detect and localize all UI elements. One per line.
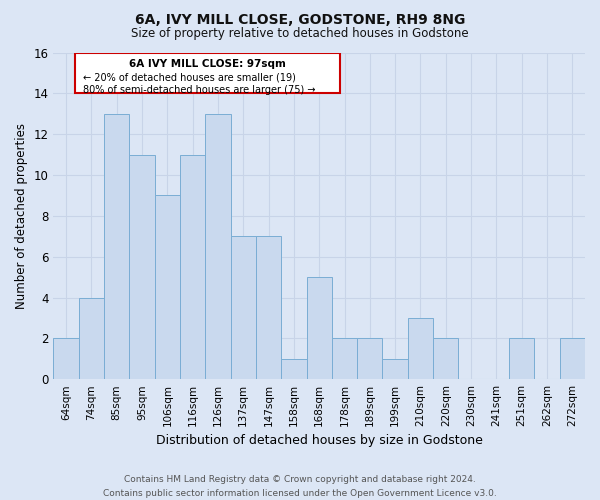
Bar	[408, 318, 433, 379]
Bar	[130, 154, 155, 379]
Bar	[357, 338, 382, 379]
Bar	[205, 114, 230, 379]
Bar	[332, 338, 357, 379]
Bar	[281, 359, 307, 379]
Text: 80% of semi-detached houses are larger (75) →: 80% of semi-detached houses are larger (…	[83, 85, 315, 95]
Bar	[307, 277, 332, 379]
Text: 6A, IVY MILL CLOSE, GODSTONE, RH9 8NG: 6A, IVY MILL CLOSE, GODSTONE, RH9 8NG	[135, 12, 465, 26]
FancyBboxPatch shape	[74, 52, 340, 94]
X-axis label: Distribution of detached houses by size in Godstone: Distribution of detached houses by size …	[156, 434, 482, 448]
Text: ← 20% of detached houses are smaller (19): ← 20% of detached houses are smaller (19…	[83, 72, 296, 82]
Y-axis label: Number of detached properties: Number of detached properties	[15, 123, 28, 309]
Bar	[104, 114, 130, 379]
Bar	[509, 338, 535, 379]
Bar	[382, 359, 408, 379]
Bar	[256, 236, 281, 379]
Text: Contains HM Land Registry data © Crown copyright and database right 2024.
Contai: Contains HM Land Registry data © Crown c…	[103, 476, 497, 498]
Text: 6A IVY MILL CLOSE: 97sqm: 6A IVY MILL CLOSE: 97sqm	[129, 58, 286, 68]
Bar	[53, 338, 79, 379]
Bar	[230, 236, 256, 379]
Text: Size of property relative to detached houses in Godstone: Size of property relative to detached ho…	[131, 26, 469, 40]
Bar	[433, 338, 458, 379]
Bar	[560, 338, 585, 379]
Bar	[180, 154, 205, 379]
Bar	[79, 298, 104, 379]
Bar	[155, 196, 180, 379]
